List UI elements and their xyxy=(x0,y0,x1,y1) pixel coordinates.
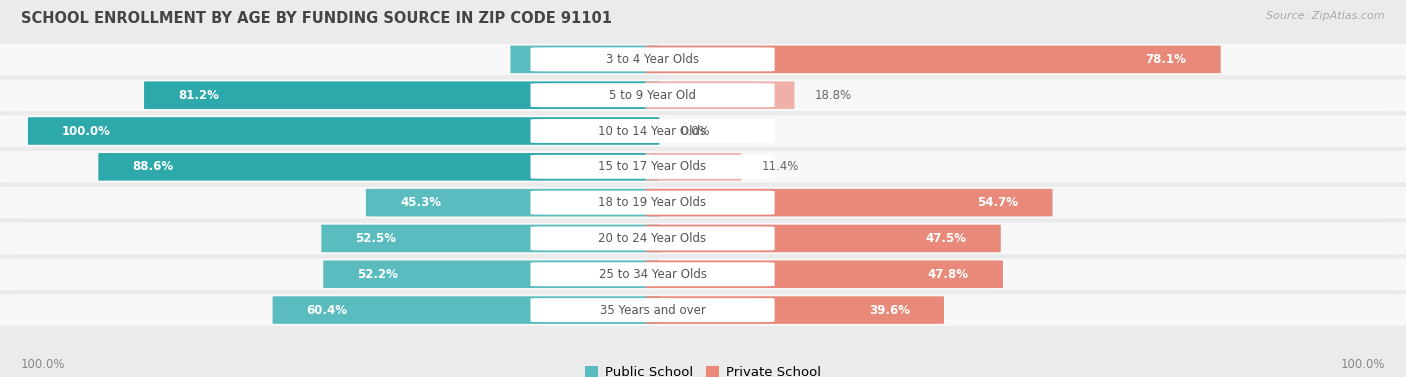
FancyBboxPatch shape xyxy=(530,191,775,215)
Text: 81.2%: 81.2% xyxy=(179,89,219,102)
Text: 100.0%: 100.0% xyxy=(62,124,111,138)
Text: 18.8%: 18.8% xyxy=(815,89,852,102)
FancyBboxPatch shape xyxy=(0,223,1406,254)
Text: 21.9%: 21.9% xyxy=(544,53,585,66)
FancyBboxPatch shape xyxy=(645,46,1220,73)
FancyBboxPatch shape xyxy=(645,225,1001,252)
Text: 52.2%: 52.2% xyxy=(357,268,398,281)
Text: 100.0%: 100.0% xyxy=(21,359,66,371)
Text: 45.3%: 45.3% xyxy=(399,196,441,209)
Text: 0.0%: 0.0% xyxy=(681,124,710,138)
FancyBboxPatch shape xyxy=(0,115,1406,147)
FancyBboxPatch shape xyxy=(530,298,775,322)
FancyBboxPatch shape xyxy=(530,262,775,286)
Text: 39.6%: 39.6% xyxy=(869,303,910,317)
FancyBboxPatch shape xyxy=(0,187,1406,218)
FancyBboxPatch shape xyxy=(530,155,775,179)
Text: 100.0%: 100.0% xyxy=(1340,359,1385,371)
Text: 25 to 34 Year Olds: 25 to 34 Year Olds xyxy=(599,268,707,281)
Text: 11.4%: 11.4% xyxy=(762,160,799,173)
FancyBboxPatch shape xyxy=(530,119,775,143)
Text: 54.7%: 54.7% xyxy=(977,196,1018,209)
FancyBboxPatch shape xyxy=(645,81,794,109)
FancyBboxPatch shape xyxy=(530,227,775,250)
FancyBboxPatch shape xyxy=(645,153,741,181)
Text: Source: ZipAtlas.com: Source: ZipAtlas.com xyxy=(1267,11,1385,21)
FancyBboxPatch shape xyxy=(0,80,1406,111)
FancyBboxPatch shape xyxy=(0,294,1406,326)
Text: 10 to 14 Year Olds: 10 to 14 Year Olds xyxy=(599,124,707,138)
Text: SCHOOL ENROLLMENT BY AGE BY FUNDING SOURCE IN ZIP CODE 91101: SCHOOL ENROLLMENT BY AGE BY FUNDING SOUR… xyxy=(21,11,612,26)
FancyBboxPatch shape xyxy=(366,189,659,216)
Text: 47.8%: 47.8% xyxy=(928,268,969,281)
FancyBboxPatch shape xyxy=(273,296,659,324)
Text: 47.5%: 47.5% xyxy=(925,232,967,245)
Text: 3 to 4 Year Olds: 3 to 4 Year Olds xyxy=(606,53,699,66)
FancyBboxPatch shape xyxy=(530,48,775,71)
FancyBboxPatch shape xyxy=(645,261,1002,288)
FancyBboxPatch shape xyxy=(645,296,943,324)
FancyBboxPatch shape xyxy=(510,46,659,73)
FancyBboxPatch shape xyxy=(323,261,659,288)
FancyBboxPatch shape xyxy=(322,225,659,252)
FancyBboxPatch shape xyxy=(143,81,659,109)
FancyBboxPatch shape xyxy=(0,44,1406,75)
Text: 35 Years and over: 35 Years and over xyxy=(599,303,706,317)
Text: 88.6%: 88.6% xyxy=(132,160,173,173)
FancyBboxPatch shape xyxy=(645,189,1053,216)
Text: 15 to 17 Year Olds: 15 to 17 Year Olds xyxy=(599,160,707,173)
Text: 20 to 24 Year Olds: 20 to 24 Year Olds xyxy=(599,232,707,245)
FancyBboxPatch shape xyxy=(28,117,659,145)
Text: 5 to 9 Year Old: 5 to 9 Year Old xyxy=(609,89,696,102)
Text: 78.1%: 78.1% xyxy=(1146,53,1187,66)
Text: 60.4%: 60.4% xyxy=(307,303,347,317)
FancyBboxPatch shape xyxy=(0,151,1406,182)
Legend: Public School, Private School: Public School, Private School xyxy=(579,361,827,377)
FancyBboxPatch shape xyxy=(530,83,775,107)
FancyBboxPatch shape xyxy=(0,259,1406,290)
FancyBboxPatch shape xyxy=(98,153,659,181)
Text: 18 to 19 Year Olds: 18 to 19 Year Olds xyxy=(599,196,707,209)
Text: 52.5%: 52.5% xyxy=(356,232,396,245)
